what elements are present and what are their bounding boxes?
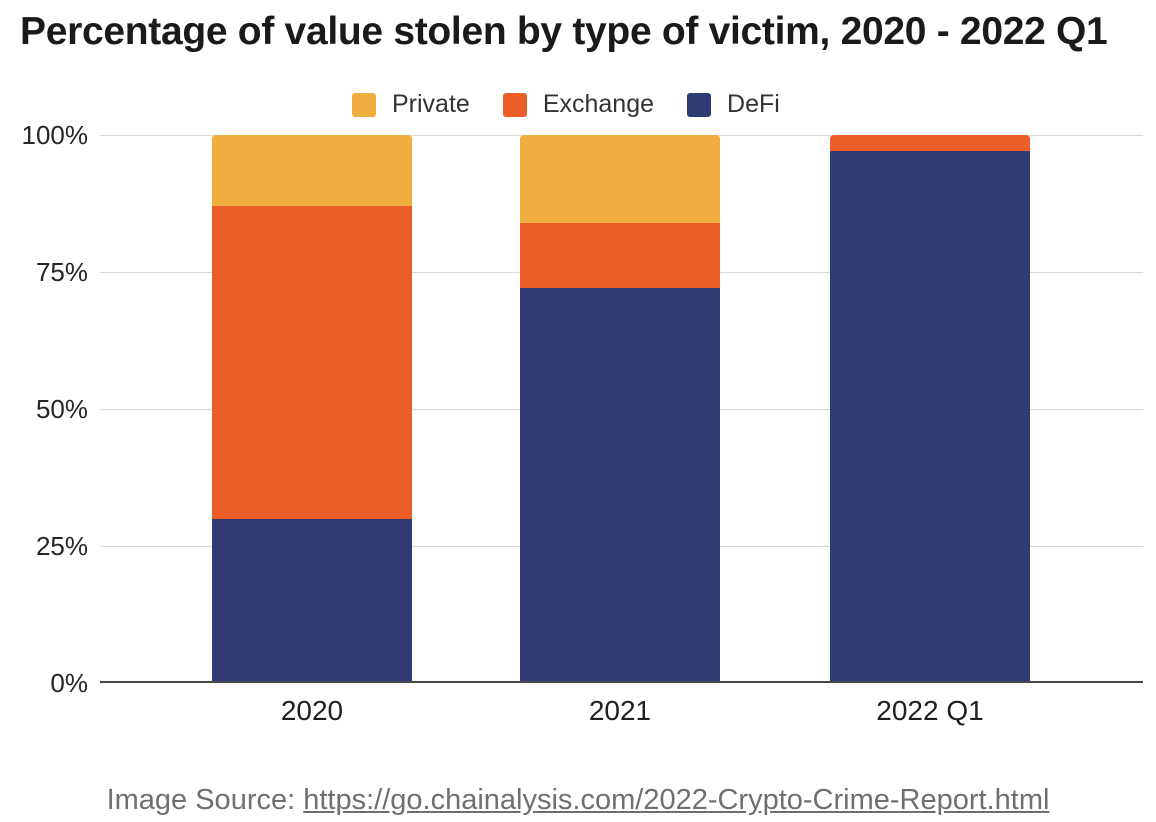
bar-segment-exchange [830,135,1030,152]
image-source-caption: Image Source: https://go.chainalysis.com… [0,784,1156,817]
bar-segment-private [212,135,412,207]
bar-2021 [520,135,720,683]
legend-item-defi: DeFi [687,90,780,119]
legend-swatch-defi [687,92,712,117]
plot-area: 2020 2021 2022 Q1 [100,135,1143,726]
legend-label-defi: DeFi [727,90,780,118]
y-tick-label: 75% [35,257,88,287]
source-link[interactable]: https://go.chainalysis.com/2022-Crypto-C… [303,784,1050,816]
x-tick-label-2020: 2020 [280,695,344,726]
y-tick-label: 50% [35,394,88,424]
chart-title: Percentage of value stolen by type of vi… [20,10,1108,53]
bar-segment-defi [830,151,1030,683]
x-tick-label-2022-q1: 2022 Q1 [876,695,984,726]
bar-2020 [212,135,412,683]
legend-item-exchange: Exchange [502,90,655,119]
bar-segment-exchange [212,206,412,519]
bar-segment-exchange [520,222,720,289]
image-source-label: Image Source: [106,784,304,816]
bar-segment-defi [520,288,720,683]
x-axis-line [100,681,1143,683]
legend-item-private: Private [352,90,470,119]
legend-swatch-private [352,92,376,117]
y-tick-label: 100% [21,120,89,150]
legend-label-exchange: Exchange [542,90,655,118]
bar-segment-private [520,135,720,223]
y-tick-label: 25% [35,531,88,561]
legend: Private Exchange DeFi [352,90,780,119]
bar-2022-q1 [830,135,1030,683]
y-tick-label: 0% [50,668,88,698]
legend-label-private: Private [392,90,470,118]
legend-swatch-exchange [502,92,527,117]
bar-segment-defi [212,518,412,683]
x-tick-label-2021: 2021 [588,695,652,726]
